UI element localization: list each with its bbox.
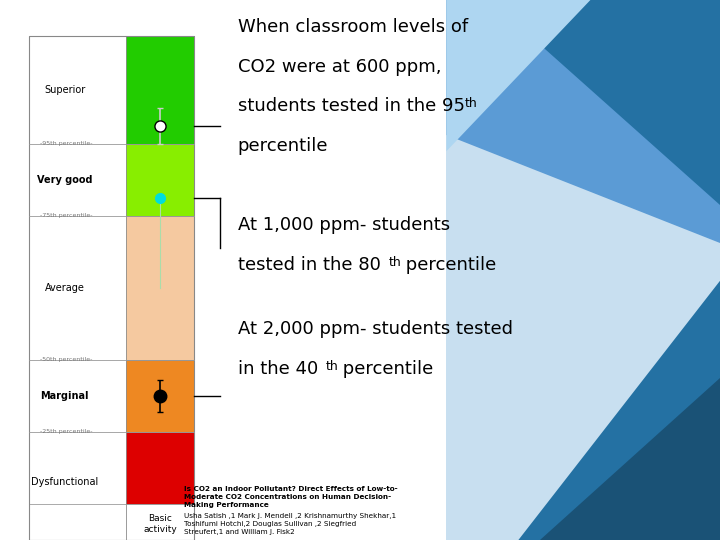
Text: percentile: percentile (238, 137, 328, 155)
Polygon shape (446, 281, 720, 540)
Text: -25th percentile-: -25th percentile- (40, 429, 92, 435)
Text: Usha Satish ,1 Mark J. Mendell ,2 Krishnamurthy Shekhar,1
Toshifumi Hotchi,2 Dou: Usha Satish ,1 Mark J. Mendell ,2 Krishn… (184, 514, 396, 535)
Text: tested in the 80: tested in the 80 (238, 255, 380, 274)
Polygon shape (446, 0, 720, 243)
Text: Is CO2 an Indoor Pollutant? Direct Effects of Low-to-
Moderate CO2 Concentration: Is CO2 an Indoor Pollutant? Direct Effec… (184, 486, 397, 508)
Text: th: th (325, 360, 338, 373)
Bar (126, 216, 194, 360)
Bar (29, 504, 126, 540)
Text: Average: Average (45, 283, 85, 293)
Bar (126, 504, 194, 540)
Text: Dysfunctional: Dysfunctional (31, 477, 99, 488)
Text: Superior: Superior (44, 85, 86, 95)
Bar (0, 0, 446, 540)
Text: At 2,000 ppm- students tested: At 2,000 ppm- students tested (238, 320, 513, 339)
Polygon shape (540, 378, 720, 540)
Text: When classroom levels of: When classroom levels of (238, 18, 468, 36)
Polygon shape (446, 0, 590, 151)
Bar (29, 36, 126, 540)
Text: in the 40: in the 40 (238, 360, 318, 378)
Text: th: th (464, 97, 477, 110)
Text: -50th percentile-: -50th percentile- (40, 357, 92, 362)
Text: Marginal: Marginal (40, 391, 89, 401)
Bar (126, 144, 194, 216)
Text: percentile: percentile (400, 255, 496, 274)
Bar (126, 432, 194, 504)
Bar (126, 36, 194, 144)
Text: th: th (389, 255, 402, 268)
Polygon shape (490, 0, 720, 205)
Text: Basic
activity: Basic activity (143, 515, 177, 534)
Text: -75th percentile-: -75th percentile- (40, 213, 92, 219)
Bar (29, 36, 194, 540)
Text: Very good: Very good (37, 175, 93, 185)
Text: -95th percentile-: -95th percentile- (40, 141, 92, 146)
Text: CO2 were at 600 ppm,: CO2 were at 600 ppm, (238, 58, 441, 76)
Text: percentile: percentile (337, 360, 433, 378)
Bar (126, 360, 194, 432)
Text: At 1,000 ppm- students: At 1,000 ppm- students (238, 216, 450, 234)
Text: students tested in the 95: students tested in the 95 (238, 97, 464, 115)
